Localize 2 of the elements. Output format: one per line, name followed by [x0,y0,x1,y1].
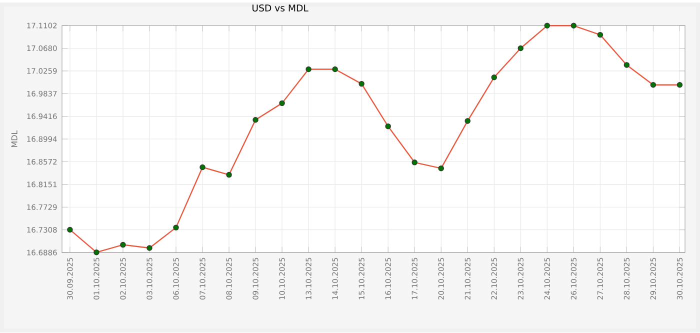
y-axis-title: MDL [11,130,18,148]
chart-title: USD vs MDL [252,4,308,12]
